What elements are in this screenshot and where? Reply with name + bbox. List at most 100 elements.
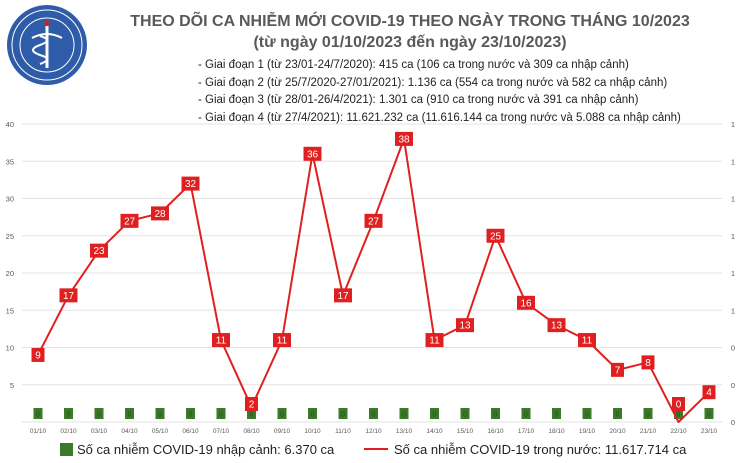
phase-note: - Giai đoạn 3 (từ 28/01-26/4/2021): 1.30… [198, 94, 639, 106]
x-tick-label: 21/10 [640, 428, 657, 435]
right-tick-label: 1 [731, 157, 735, 166]
bar [674, 408, 683, 419]
data-label: 27 [124, 216, 136, 227]
data-label: 4 [706, 388, 712, 399]
legend-label: Số ca nhiễm COVID-19 nhập cảnh: 6.370 ca [77, 442, 335, 457]
bar [430, 408, 439, 419]
data-label-box [425, 333, 444, 348]
data-label: 11 [216, 336, 227, 347]
right-tick-label: 0 [731, 381, 735, 390]
y-tick-label: 30 [6, 195, 14, 204]
x-tick-label: 09/10 [274, 428, 291, 435]
bar [125, 408, 134, 419]
data-label-box [151, 206, 169, 221]
legend-label: Số ca nhiễm COVID-19 trong nước: 11.617.… [394, 442, 687, 457]
data-label: 9 [35, 350, 41, 361]
right-axis-labels: 1 1 1 1 1 1 0 0 0 [731, 120, 735, 427]
x-tick-label: 20/10 [609, 428, 626, 435]
data-label-box [245, 397, 258, 411]
bar [33, 408, 43, 419]
x-tick-label: 06/10 [182, 428, 199, 435]
x-axis-labels: 01/10 02/10 03/10 04/10 05/10 06/10 07/10 08/10… [30, 428, 718, 435]
x-tick-label: 04/10 [121, 428, 138, 435]
data-label-box [486, 228, 505, 243]
right-tick-label: 0 [731, 418, 735, 427]
line-series [37, 137, 710, 423]
data-label-box [90, 243, 108, 258]
data-label: 17 [337, 291, 349, 302]
data-label-box [364, 213, 383, 228]
y-tick-label: 20 [6, 269, 14, 278]
x-tick-label: 12/10 [365, 428, 382, 435]
bar-value-label: 0 [463, 412, 467, 419]
data-label: 36 [307, 149, 319, 160]
data-label: 11 [429, 336, 440, 347]
bar-value-label: 0 [128, 412, 132, 419]
bar-value-label: 0 [67, 412, 71, 419]
bar-value-label: 0 [402, 412, 406, 419]
x-tick-label: 05/10 [152, 428, 169, 435]
bar-value-label: 0 [341, 412, 345, 419]
x-tick-label: 11/10 [335, 428, 351, 435]
phase-note: - Giai đoạn 2 (từ 25/7/2020-27/01/2021):… [198, 76, 668, 89]
data-label: 16 [520, 298, 532, 309]
bar-value-label: 0 [433, 412, 437, 419]
data-label: 2 [249, 400, 255, 411]
bar-value-label: 0 [250, 412, 254, 419]
bar [94, 408, 104, 419]
data-label: 11 [582, 336, 593, 347]
right-tick-label: 1 [731, 269, 735, 278]
data-label-box [578, 333, 596, 348]
data-label: 13 [551, 321, 563, 332]
data-label-box [517, 295, 535, 310]
right-tick-label: 1 [731, 232, 735, 241]
data-label-box [641, 355, 655, 370]
bar [552, 408, 561, 419]
bar-value-label: 0 [36, 412, 40, 419]
chart-title: THEO DÕI CA NHIỄM MỚI COVID-19 THEO NGÀY… [130, 13, 690, 30]
data-label-box [672, 397, 685, 411]
bar-value-label: 0 [189, 412, 193, 419]
data-label: 8 [645, 358, 651, 369]
phase-note: - Giai đoạn 4 (từ 27/4/2021): 11.621.232… [198, 111, 681, 124]
bar [216, 408, 226, 419]
data-label-box [120, 213, 139, 228]
legend-item-domestic: Số ca nhiễm COVID-19 trong nước: 11.617.… [364, 442, 686, 457]
bar-value-label: 0 [280, 412, 284, 419]
right-tick-label: 0 [731, 344, 735, 353]
data-labels: 9 17 23 27 28 32 11 2 11 36 17 27 38 11 13 25 16 13 11 7 8 0 4 [31, 131, 716, 411]
bar [643, 408, 653, 419]
y-tick-label: 40 [6, 120, 14, 129]
x-tick-label: 15/10 [457, 428, 474, 435]
y-tick-label: 5 [10, 381, 14, 390]
data-label-box [31, 347, 45, 362]
bar-value-label: 0 [372, 412, 376, 419]
x-tick-label: 14/10 [426, 428, 443, 435]
data-label: 38 [398, 134, 410, 145]
right-tick-label: 1 [731, 120, 735, 129]
x-tick-label: 23/10 [701, 428, 718, 435]
data-label: 11 [277, 336, 288, 347]
data-label: 27 [368, 216, 380, 227]
data-label: 7 [615, 365, 621, 376]
bar-value-label: 0 [494, 412, 498, 419]
bar-value-label: 0 [707, 412, 711, 419]
bar-value-label: 0 [555, 412, 559, 419]
x-tick-label: 02/10 [60, 428, 77, 435]
data-label-box [395, 131, 413, 146]
data-label: 13 [459, 321, 471, 332]
bar [369, 408, 378, 419]
data-label-box [303, 146, 322, 161]
data-label: 17 [63, 291, 75, 302]
x-tick-label: 13/10 [396, 428, 413, 435]
bar [613, 408, 622, 419]
legend-line-icon [364, 448, 388, 450]
x-tick-label: 18/10 [548, 428, 565, 435]
data-label: 32 [185, 179, 197, 190]
data-label-box [212, 333, 230, 348]
x-tick-label: 19/10 [579, 428, 596, 435]
bar [491, 408, 500, 419]
bar [582, 408, 592, 419]
bar [399, 408, 409, 419]
